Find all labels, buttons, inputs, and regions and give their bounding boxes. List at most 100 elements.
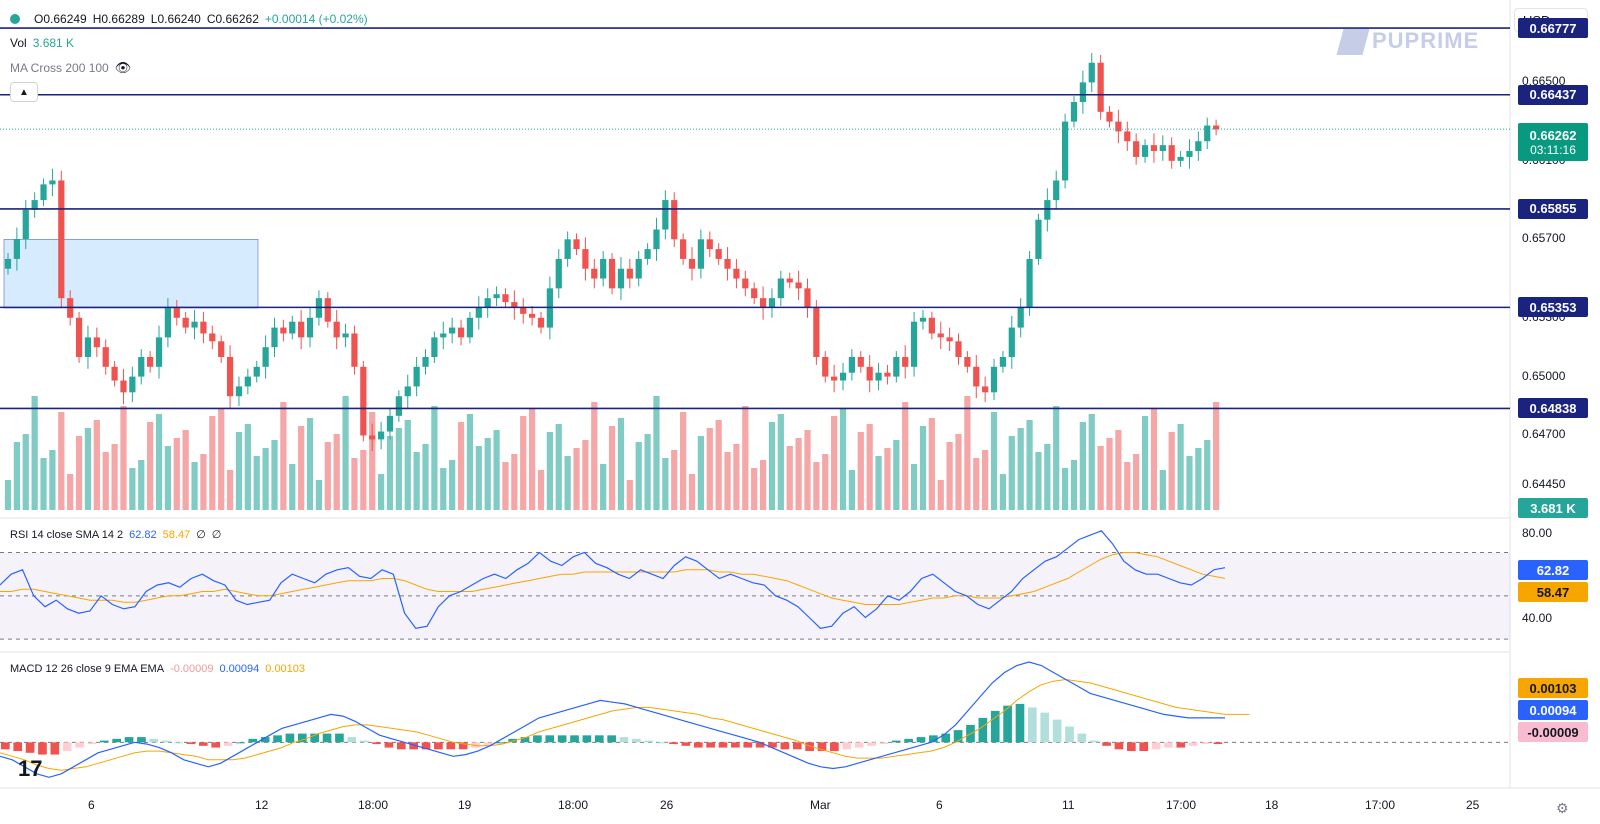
- volume-bar: [1070, 460, 1078, 510]
- eye-off-icon[interactable]: 👁︎: [114, 60, 132, 75]
- volume-bar: [742, 406, 749, 510]
- volume-bar: [804, 430, 811, 510]
- ma-legend[interactable]: MA Cross 200 100 👁︎: [10, 60, 131, 76]
- macd-histogram-bar: [1151, 742, 1161, 750]
- candle-body: [1150, 145, 1158, 152]
- volume-bar: [386, 436, 394, 510]
- volume-value: 3.681 K: [32, 36, 75, 50]
- candle-body: [475, 307, 482, 318]
- time-tick: 17:00: [1365, 798, 1396, 812]
- candle-body: [600, 258, 607, 279]
- volume-legend[interactable]: Vol 3.681 K: [10, 36, 74, 50]
- macd-histogram-bar: [495, 742, 505, 744]
- candle-body: [1079, 82, 1086, 102]
- candle-body: [324, 298, 331, 322]
- candle-body: [573, 239, 580, 250]
- candle-body: [333, 321, 340, 338]
- volume-bar: [1061, 468, 1069, 510]
- macd-line: [0, 661, 1225, 778]
- volume-bar: [129, 468, 136, 510]
- chevron-up-icon[interactable]: ▲: [10, 82, 38, 102]
- macd-histogram-bar: [1065, 726, 1074, 743]
- candle-body: [724, 258, 731, 269]
- volume-bar: [919, 426, 927, 510]
- macd-histogram-bar: [817, 742, 827, 752]
- volume-bar: [795, 438, 802, 510]
- volume-bar: [1097, 446, 1104, 510]
- volume-bar: [822, 454, 829, 510]
- candle-body: [386, 415, 394, 432]
- candle-body: [608, 258, 616, 289]
- volume-bar: [902, 402, 909, 510]
- macd-histogram-bar: [867, 742, 876, 746]
- volume-bar: [546, 432, 553, 510]
- macd-histogram-bar: [768, 742, 777, 748]
- volume-bar: [591, 402, 598, 510]
- rsi-label: RSI 14 close SMA 14 2: [10, 528, 124, 541]
- candle-body: [1204, 125, 1211, 142]
- candle-body: [715, 249, 722, 259]
- candle-body: [1133, 141, 1140, 157]
- countdown: 03:11:16: [1530, 142, 1576, 157]
- candle-body: [822, 357, 829, 377]
- candle-body: [866, 366, 873, 381]
- volume-bar: [351, 458, 358, 510]
- candle-body: [1035, 219, 1042, 259]
- level-label: 0.65353: [1518, 297, 1588, 318]
- macd-histogram-bar: [1028, 707, 1037, 743]
- rsi-legend[interactable]: RSI 14 close SMA 14 2 62.82 58.47 ∅ ∅: [10, 528, 221, 542]
- candle-body: [13, 239, 20, 259]
- volume-bar: [1088, 414, 1095, 510]
- macd-signal-legend: 0.00103: [265, 663, 306, 675]
- macd-legend[interactable]: MACD 12 26 close 9 EMA EMA -0.00009 0.00…: [10, 663, 305, 675]
- macd-histogram-bar: [1040, 712, 1050, 743]
- candle-body: [662, 200, 669, 230]
- candle-body: [751, 288, 758, 299]
- macd-histogram-bar: [359, 740, 369, 743]
- macd-histogram-bar: [1213, 742, 1223, 745]
- time-tick: 18: [1265, 798, 1279, 812]
- time-tick: 18:00: [358, 798, 389, 812]
- open-value: O0.66249: [34, 12, 87, 26]
- time-tick: 26: [660, 798, 674, 812]
- candle-body: [884, 372, 891, 377]
- macd-histogram-bar: [953, 730, 963, 743]
- candle-body: [49, 180, 56, 185]
- macd-histogram-bar: [149, 738, 159, 743]
- macd-histogram-bar: [743, 742, 753, 748]
- candle-body: [1213, 125, 1220, 130]
- candle-body: [1124, 131, 1131, 142]
- volume-bar: [600, 464, 607, 510]
- candle-body: [440, 333, 447, 338]
- rsi-sma-badge: 58.47: [1518, 582, 1588, 602]
- volume-bar: [875, 456, 882, 510]
- rsi-line: [0, 530, 1226, 629]
- volume-bar: [75, 436, 83, 510]
- brand-logo: PUPRIME: [1336, 28, 1479, 56]
- candle-body: [1008, 327, 1015, 357]
- macd-histogram-bar: [706, 742, 715, 748]
- volume-bar: [688, 474, 696, 510]
- candle-body: [990, 366, 998, 393]
- macd-histogram-bar: [396, 742, 406, 750]
- candle-body: [893, 357, 900, 377]
- volume-bar: [449, 460, 456, 510]
- rsi-value-badge: 62.82: [1518, 560, 1588, 580]
- candle-body: [928, 317, 935, 334]
- symbol-status-icon: [10, 14, 20, 24]
- price-tick: 0.65000: [1522, 368, 1566, 383]
- volume-bar: [777, 414, 784, 510]
- volume-bar: [218, 408, 225, 510]
- volume-bar: [813, 462, 820, 510]
- volume-bar: [662, 458, 669, 510]
- volume-bar: [893, 440, 900, 510]
- volume-bar: [759, 460, 767, 510]
- candle-body: [413, 366, 420, 387]
- volume-bar: [999, 474, 1007, 510]
- candle-body: [937, 333, 944, 338]
- macd-histogram-bar: [1015, 703, 1025, 743]
- settings-icon[interactable]: ⚙: [1556, 800, 1569, 816]
- volume-bar: [910, 464, 918, 510]
- macd-histogram-bar: [755, 742, 765, 748]
